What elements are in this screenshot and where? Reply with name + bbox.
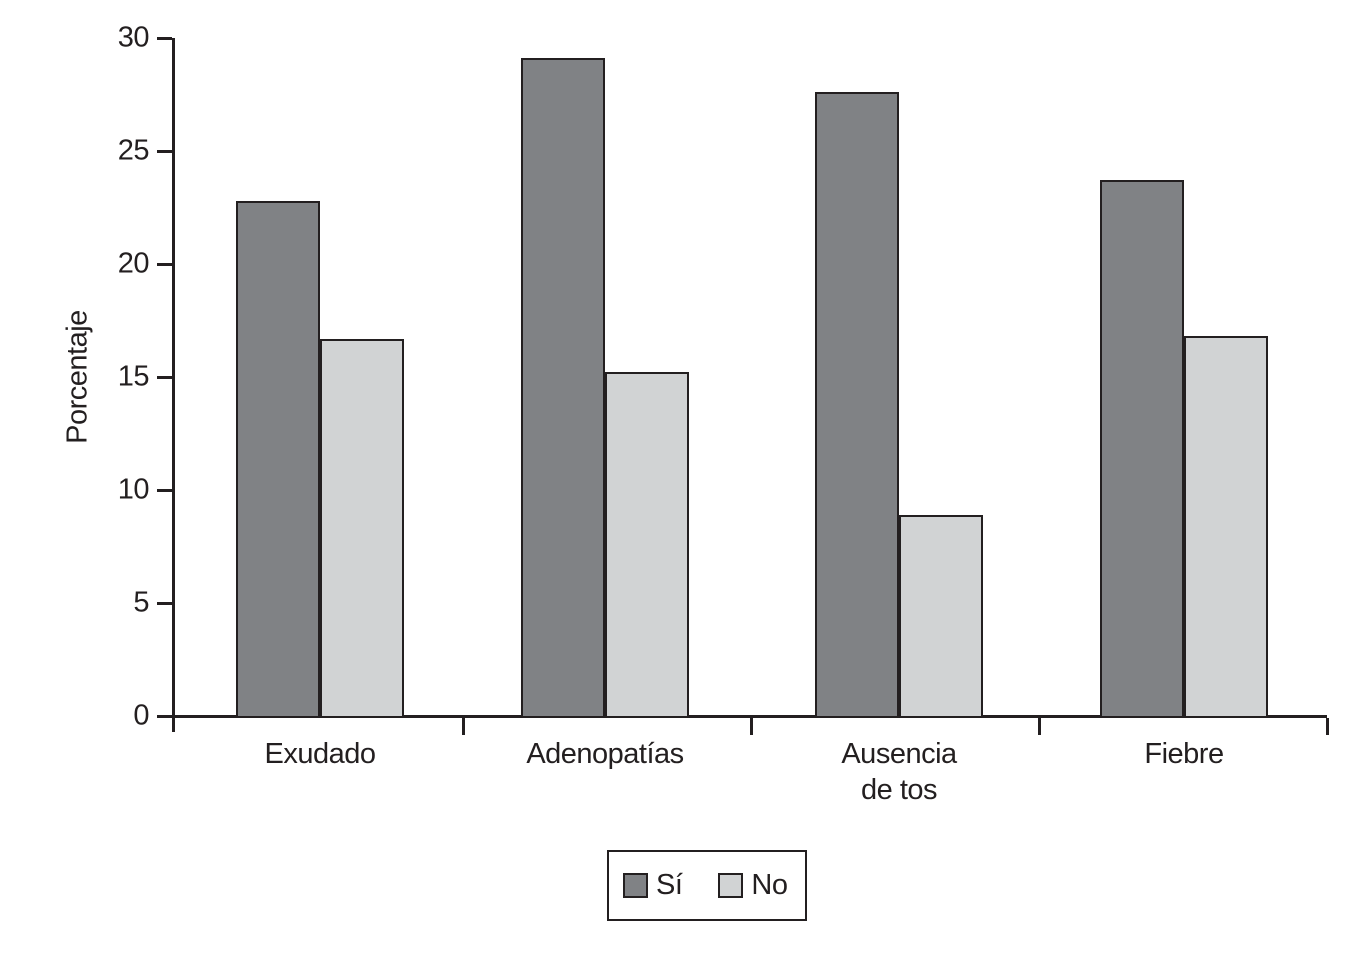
y-tick-15 [157,375,172,379]
category-label-adenopat-as: Adenopatías [526,738,684,770]
y-tick-0 [157,714,172,718]
legend-swatch-si [623,873,648,898]
y-tick-label-5: 5 [133,586,149,619]
legend-swatch-no [718,873,744,898]
bar-no-adenopat-as [605,372,689,718]
y-tick-label-0: 0 [133,699,149,732]
x-tick-2 [1037,718,1041,735]
bar-no-fiebre [1184,336,1268,718]
y-tick-20 [157,262,172,266]
bar-si-adenopat-as [521,58,605,718]
bar-si-fiebre [1100,180,1184,718]
y-tick-label-10: 10 [117,473,150,506]
category-label-exudado: Exudado [264,738,377,770]
bar-no-exudado [320,338,404,718]
y-tick-label-25: 25 [117,134,150,167]
y-axis-line [172,38,175,732]
bar-no-ausencia-de-tos [899,514,983,718]
y-tick-label-15: 15 [117,360,150,393]
legend-item-no: No [718,869,788,901]
y-tick-30 [157,36,172,40]
y-tick-label-30: 30 [117,21,150,54]
bar-si-exudado [236,200,320,718]
x-tick-3 [1325,718,1329,735]
legend-item-si: Sí [623,869,683,901]
y-tick-25 [157,149,172,153]
y-tick-5 [157,601,172,605]
y-tick-10 [157,488,172,492]
legend: Sí No [607,850,807,921]
x-tick-1 [749,718,753,735]
category-label-ausencia-de-tos: Ausencia de tos [841,738,957,807]
bar-si-ausencia-de-tos [815,92,899,718]
legend-label-no: No [751,869,788,901]
x-tick-0 [461,718,465,735]
y-tick-label-20: 20 [117,247,150,280]
legend-label-si: Sí [656,869,683,901]
x-axis-line [172,715,1327,718]
category-label-fiebre: Fiebre [1144,738,1224,770]
